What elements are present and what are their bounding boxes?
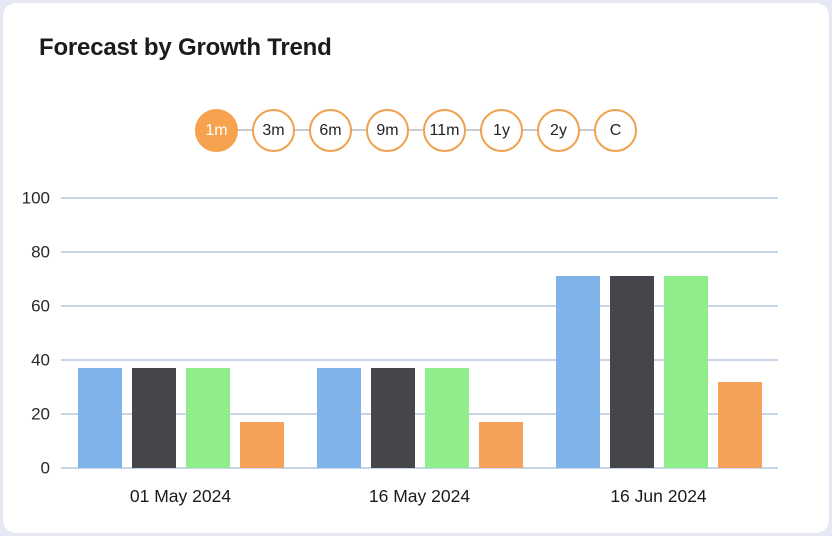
- bar-group-1: 01 May 2024: [77, 198, 284, 506]
- bar-series-dark-3: [609, 276, 654, 468]
- chart-title: Forecast by Growth Trend: [39, 34, 332, 61]
- y-tick-label-80: 80: [31, 242, 50, 262]
- selector-connector: [466, 129, 480, 131]
- y-tick-label-100: 100: [21, 188, 50, 208]
- bar-series-blue-2: [316, 368, 361, 468]
- x-axis-label-3: 16 Jun 2024: [610, 486, 707, 506]
- selector-connector: [580, 129, 594, 131]
- y-tick-label-0: 0: [40, 458, 50, 478]
- period-option-2y[interactable]: 2y: [537, 108, 580, 152]
- bar-series-orange-2: [478, 422, 523, 468]
- bar-group-3: 16 Jun 2024: [555, 198, 762, 506]
- gridline-100: [61, 197, 778, 199]
- period-option-1m[interactable]: 1m: [195, 108, 238, 152]
- y-tick-label-20: 20: [31, 404, 50, 424]
- gridline-60: [61, 305, 778, 307]
- period-option-C[interactable]: C: [594, 108, 637, 152]
- selector-connector: [295, 129, 309, 131]
- gridline-80: [61, 251, 778, 253]
- x-axis-label-2: 16 May 2024: [368, 486, 471, 506]
- bar-series-green-1: [185, 368, 230, 468]
- selector-connector: [238, 129, 252, 131]
- period-option-6m[interactable]: 6m: [309, 108, 352, 152]
- bar-series-dark-2: [370, 368, 415, 468]
- bar-series-blue-3: [555, 276, 600, 468]
- bar-group-2: 16 May 2024: [316, 198, 523, 506]
- bar-series-green-3: [663, 276, 708, 468]
- selector-connector: [523, 129, 537, 131]
- selector-connector: [409, 129, 423, 131]
- period-selector: 1m 3m 6m 9m 11m 1y 2y C: [3, 108, 829, 152]
- bar-series-blue-1: [77, 368, 122, 468]
- bar-groups: 01 May 2024 16 May 2024 16 Jun 2024: [61, 198, 778, 506]
- bar-series-orange-1: [239, 422, 284, 468]
- period-option-1y[interactable]: 1y: [480, 108, 523, 152]
- period-option-9m[interactable]: 9m: [366, 108, 409, 152]
- bar-series-dark-1: [131, 368, 176, 468]
- selector-connector: [352, 129, 366, 131]
- period-option-11m[interactable]: 11m: [423, 108, 466, 152]
- gridline-20: [61, 413, 778, 415]
- period-option-3m[interactable]: 3m: [252, 108, 295, 152]
- y-tick-label-40: 40: [31, 350, 50, 370]
- bar-series-green-2: [424, 368, 469, 468]
- x-axis-label-1: 01 May 2024: [129, 486, 232, 506]
- gridline-0: [61, 467, 778, 469]
- gridline-40: [61, 359, 778, 361]
- bar-chart: 01 May 2024 16 May 2024 16 Jun 2024 0 20 40 6…: [22, 190, 778, 506]
- bar-series-orange-3: [717, 381, 762, 468]
- y-tick-label-60: 60: [31, 296, 50, 316]
